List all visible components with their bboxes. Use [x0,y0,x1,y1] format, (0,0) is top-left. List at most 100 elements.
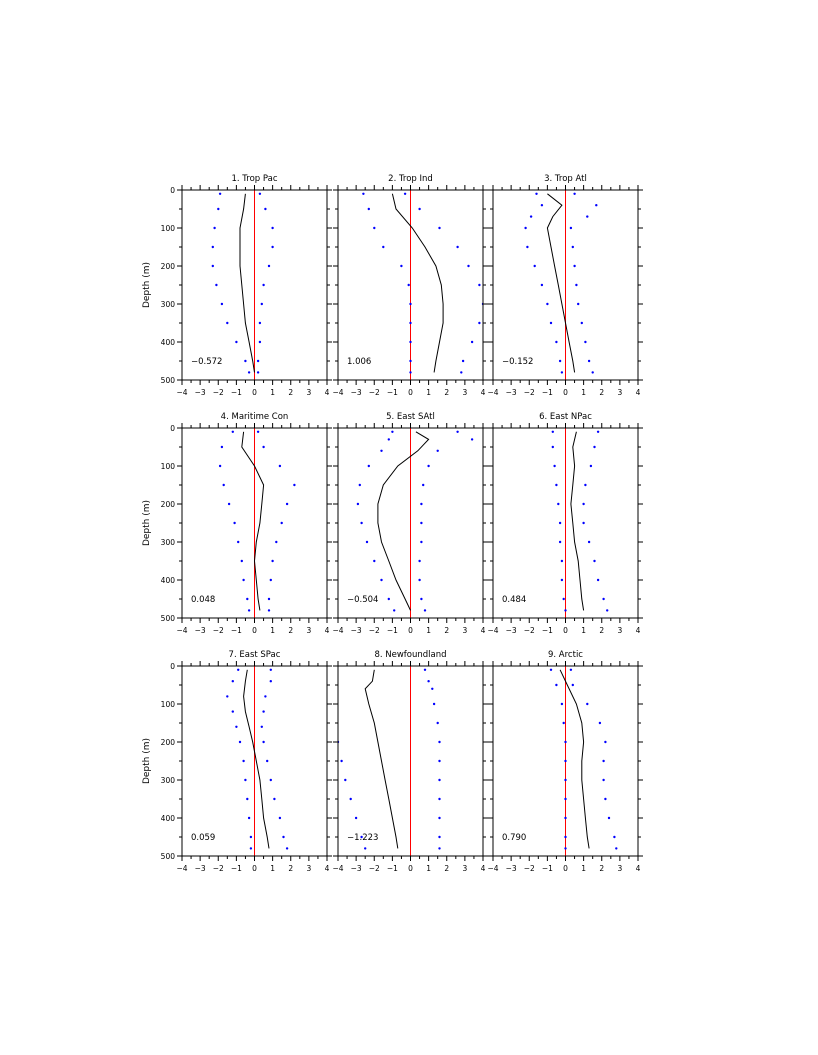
bound-point [233,521,236,525]
lower-bound-series [551,430,567,612]
y-tick-label: 400 [161,338,176,347]
bound-point [266,759,269,763]
y-tick-label: 200 [161,262,176,271]
x-tick-label: 1 [581,626,586,635]
y-tick-label: 0 [170,424,175,433]
bound-point [558,521,562,525]
bound-point [226,695,229,698]
x-tick-label: 4 [325,388,330,397]
bound-point [577,302,580,306]
x-tick-label: 1 [270,864,275,873]
y-axis-label: Depth (m) [142,262,152,308]
panel-annotation: 0.048 [191,595,215,605]
x-tick-label: −4 [332,626,343,635]
bound-point [211,264,214,268]
x-tick-label: 2 [444,864,449,873]
bound-point [407,283,410,287]
bound-point [267,264,271,268]
bound-point [456,430,459,433]
bound-point [367,464,370,468]
upper-bound-series [403,192,483,374]
bound-point [246,597,249,601]
mean-line [377,431,430,611]
x-tick-label: 0 [563,864,568,873]
x-tick-label: 4 [325,864,330,873]
bound-point [269,778,272,782]
bound-point [562,597,565,601]
bound-point [427,464,430,468]
panel-title: 8. Newfoundland [374,650,446,660]
x-tick-label: 2 [444,626,449,635]
panel-annotation: 0.059 [191,833,215,843]
panel-8: 8. Newfoundland −4 −3 −2 −1 0 1 2 3 4 −1.223 [332,650,488,873]
panel-2: 2. Trop Ind −4 −3 −2 −1 0 1 2 3 4 1.006 [332,174,488,397]
bound-point [364,847,367,850]
bound-point [432,702,436,706]
x-tick-label: −3 [195,388,206,397]
bound-point [596,430,600,433]
bound-point [293,483,296,487]
lower-bound-series [211,192,251,374]
panel-title: 2. Trop Ind [388,174,433,184]
bound-point [264,695,267,698]
x-tick-label: 2 [444,388,449,397]
bound-point [380,449,383,452]
panel-1: 1. Trop Pac −4 −3 −2 −1 0 1 2 3 4 0 100 200 300 400 500… [142,174,332,397]
bound-point [333,669,335,671]
bound-point [215,283,218,287]
bound-point [546,302,549,306]
bound-point [418,207,421,211]
bound-point [540,283,544,287]
panel-4: 4. Maritime Con −4 −3 −2 −1 0 1 2 3 4 0 100 200 300 40… [142,412,332,635]
lower-bound-series [524,192,564,374]
y-tick-label: 500 [161,852,176,861]
y-tick-label: 100 [161,700,176,709]
bound-point [246,797,249,801]
upper-bound-series [256,430,296,612]
bound-point [373,226,376,230]
bound-point [613,835,616,839]
x-tick-label: 3 [462,388,467,397]
x-tick-label: 4 [481,388,486,397]
bound-point [589,464,593,468]
bound-point [235,340,238,344]
x-tick-label: 0 [563,626,568,635]
bound-point [258,192,262,195]
bound-point [602,759,605,763]
bound-point [213,226,216,230]
plot-area [362,192,483,374]
panel-5: 5. East SAtl −4 −3 −2 −1 0 1 2 3 4 −0.504 [332,412,488,635]
x-tick-label: 3 [462,626,467,635]
bound-point [333,688,335,690]
bound-point [220,302,224,306]
bound-point [467,264,470,268]
x-tick-label: −2 [213,626,224,635]
mean-line [559,669,590,849]
lower-bound-series [218,430,251,612]
bound-point [562,721,565,725]
bound-point [231,430,234,433]
panel-annotation: −0.504 [347,595,378,605]
bound-point [529,215,533,218]
upper-bound-series [582,430,609,612]
bound-point [275,540,278,544]
bound-point [356,502,360,506]
bound-point [606,609,609,612]
bound-point [420,597,423,601]
bound-point [582,502,585,506]
bound-point [247,371,251,374]
bound-point [569,668,573,671]
bound-point [231,710,234,713]
bound-point [555,683,558,687]
x-tick-label: −4 [176,388,187,397]
upper-bound-series [423,668,441,850]
x-tick-label: 3 [306,626,311,635]
panel-title: 7. East SPac [229,650,281,660]
bound-point [256,359,260,363]
bound-point [438,778,441,782]
bound-point [553,464,556,468]
bound-point [244,778,247,782]
x-tick-label: 3 [306,388,311,397]
bound-point [436,449,439,452]
bound-point [267,597,271,601]
